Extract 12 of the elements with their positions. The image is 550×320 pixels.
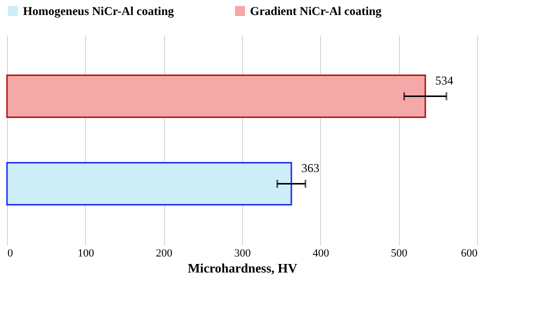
x-tick-label: 0 (8, 248, 14, 260)
x-tick-label: 100 (78, 248, 95, 260)
legend-label: Homogeneus NiCr-Al coating (23, 4, 174, 18)
x-axis-title: Microhardness, HV (188, 260, 298, 276)
x-tick-label: 300 (234, 248, 252, 260)
x-tick-label: 400 (312, 248, 330, 260)
data-label: 363 (301, 160, 320, 175)
legend-label: Gradient NiCr-Al coating (250, 4, 382, 18)
x-tick-label: 500 (390, 248, 408, 260)
x-tick-label: 200 (156, 248, 173, 260)
data-label: 534 (435, 73, 454, 88)
x-tick-label: 600 (461, 248, 478, 260)
